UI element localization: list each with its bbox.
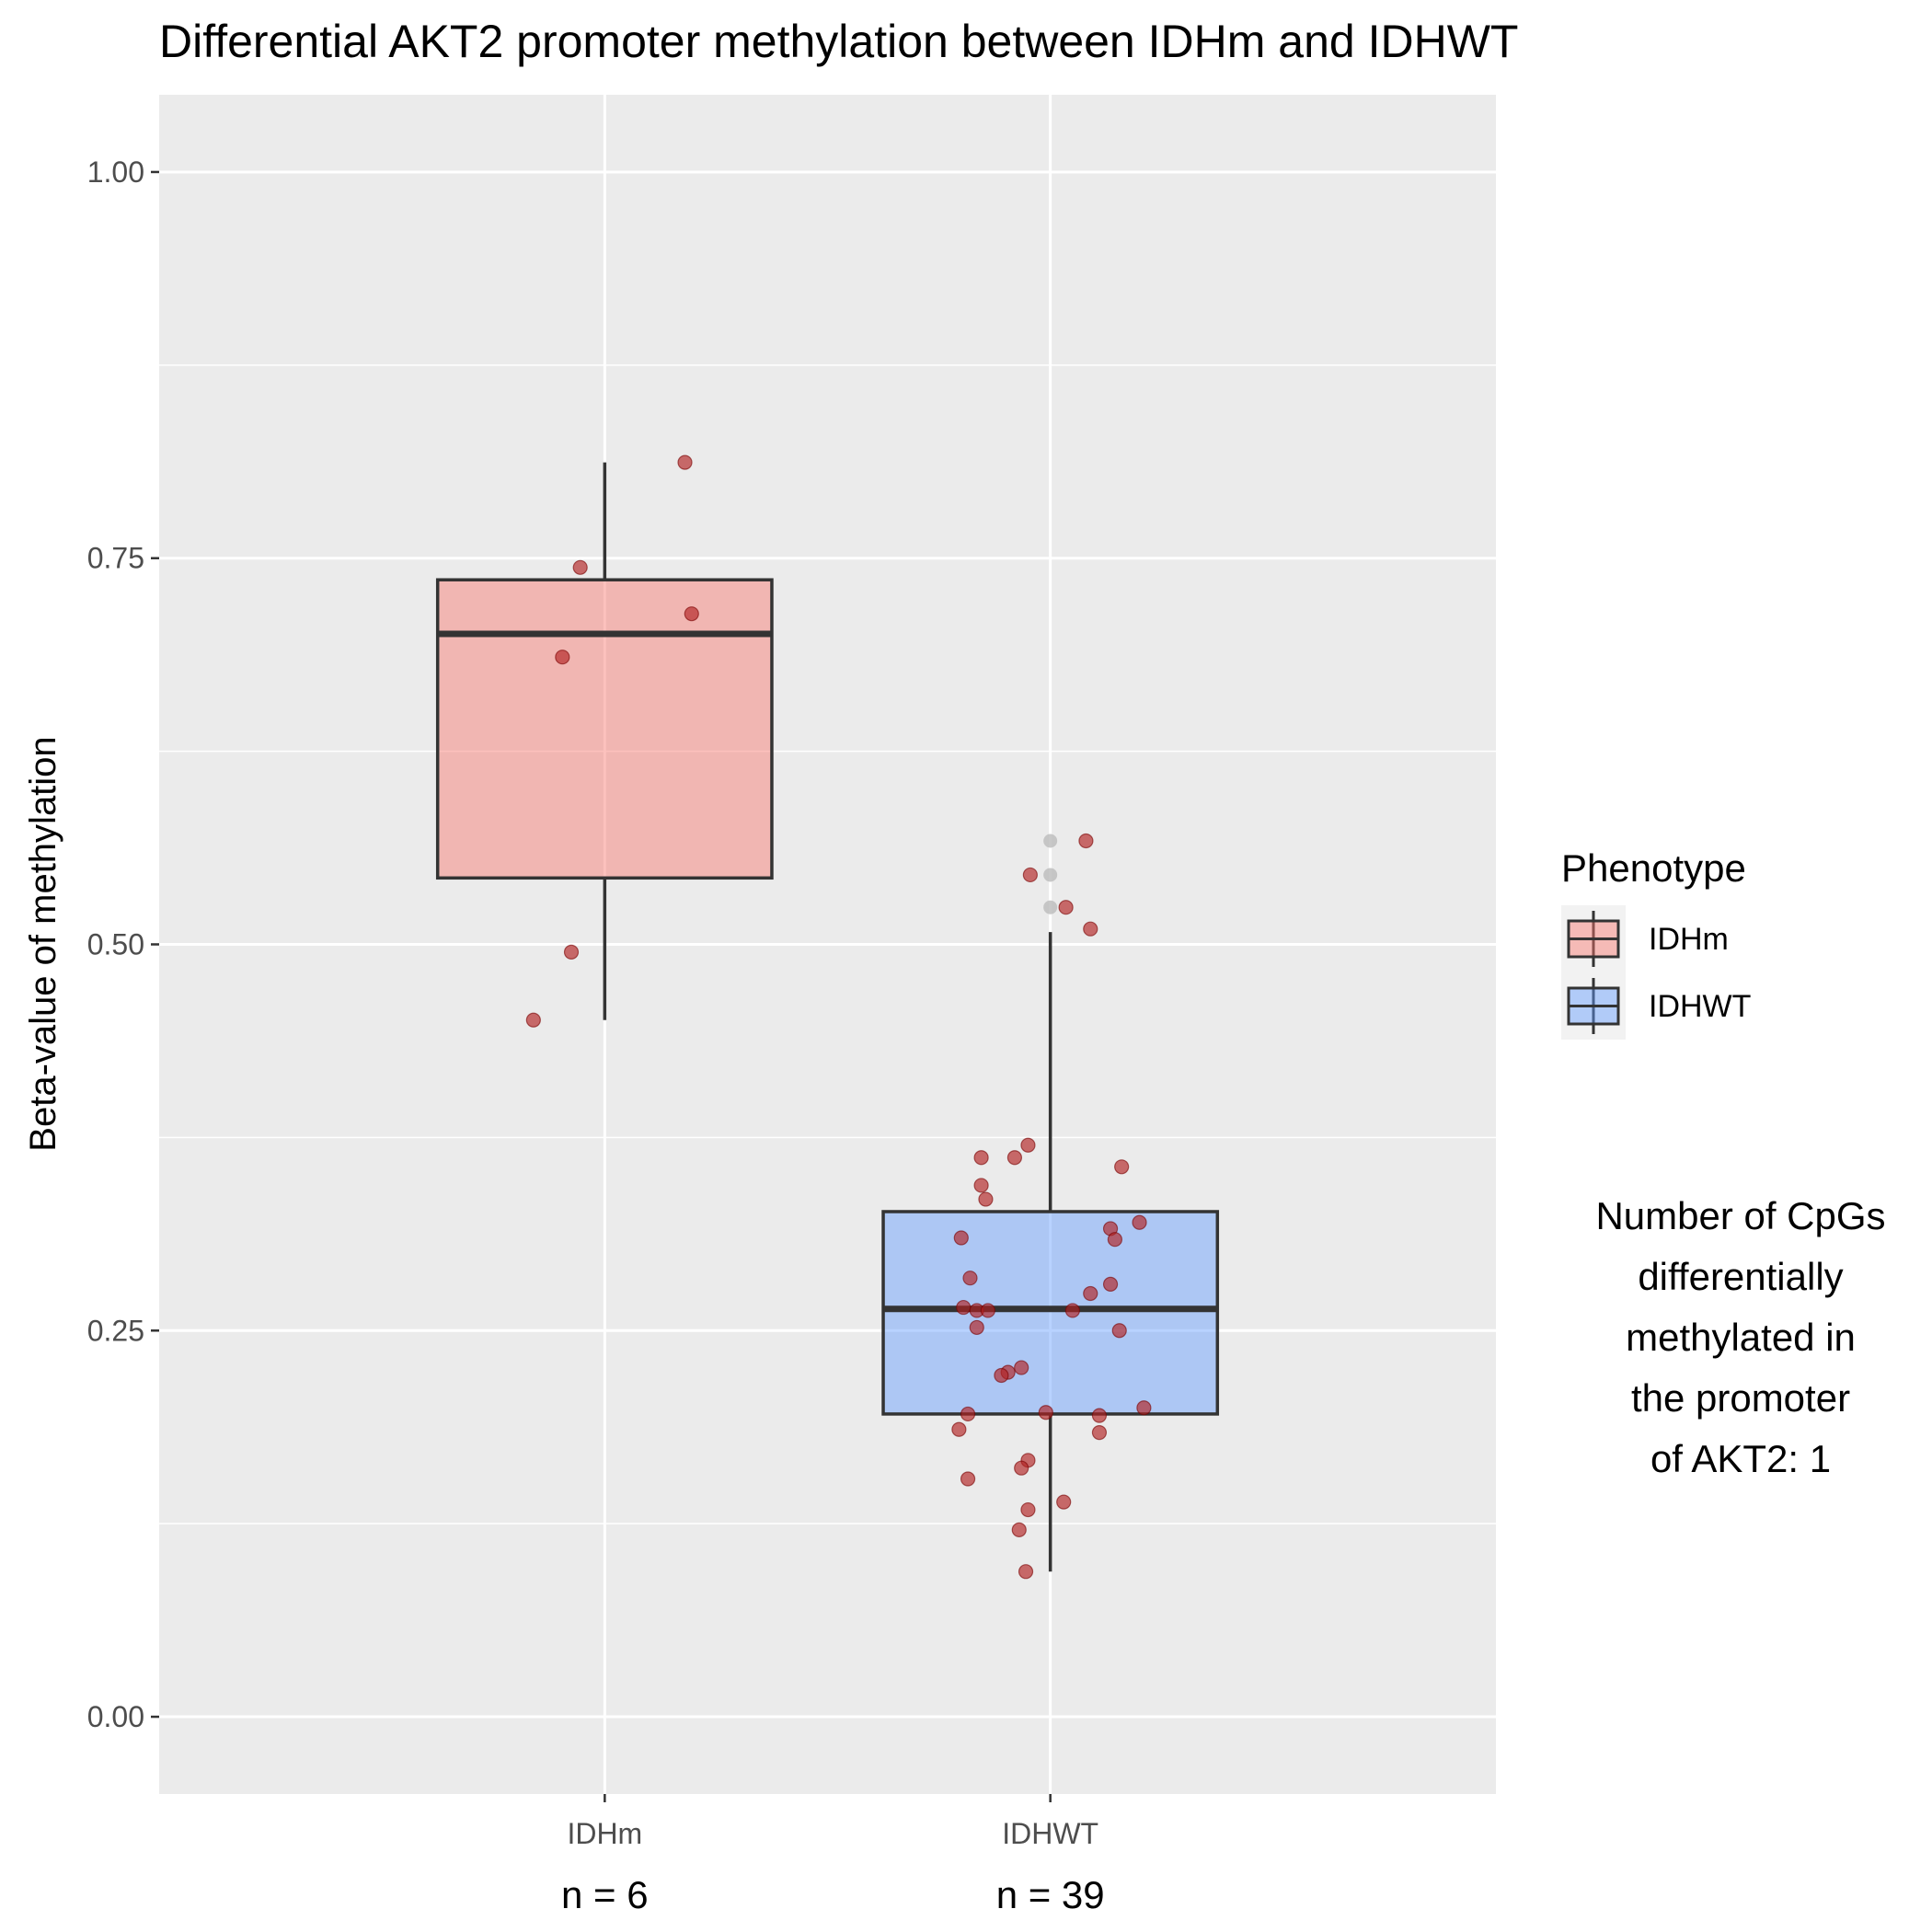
data-point bbox=[962, 1271, 978, 1286]
data-point bbox=[1078, 833, 1094, 849]
data-point bbox=[1038, 1405, 1053, 1420]
data-point bbox=[1056, 1494, 1072, 1510]
data-point bbox=[1091, 1408, 1108, 1423]
data-point bbox=[1107, 1232, 1122, 1248]
annotation-line: the promoter bbox=[1631, 1376, 1850, 1420]
y-tick-label: 0.00 bbox=[87, 1700, 144, 1733]
y-tick-label: 0.75 bbox=[87, 542, 144, 575]
data-point bbox=[953, 1230, 969, 1246]
data-point bbox=[1083, 1285, 1098, 1302]
group-count-label: n = 39 bbox=[996, 1873, 1105, 1916]
data-point bbox=[956, 1299, 972, 1316]
legend-title: Phenotype bbox=[1561, 846, 1746, 890]
legend-label: IDHm bbox=[1649, 922, 1729, 957]
data-point bbox=[1111, 1323, 1127, 1339]
group-count-label: n = 6 bbox=[561, 1873, 649, 1916]
data-point bbox=[525, 1012, 541, 1028]
data-point bbox=[1132, 1214, 1147, 1230]
data-point bbox=[1083, 921, 1098, 937]
outlier-point bbox=[1043, 900, 1058, 914]
data-point bbox=[960, 1471, 976, 1487]
y-axis-title: Beta-value of methylation bbox=[23, 736, 63, 1151]
data-point bbox=[978, 1191, 994, 1207]
data-point bbox=[1018, 1564, 1034, 1580]
box-idhwt bbox=[881, 932, 1220, 1572]
legend-item-idhm: IDHm bbox=[1567, 911, 1729, 967]
data-point bbox=[1014, 1360, 1029, 1375]
data-point bbox=[563, 944, 580, 960]
chart-title: Differential AKT2 promoter methylation b… bbox=[159, 16, 1518, 67]
outlier-points bbox=[1043, 834, 1058, 914]
x-axis: IDHm n = 6 IDHWT n = 39 bbox=[561, 1794, 1105, 1916]
annotation-line: methylated in bbox=[1626, 1316, 1856, 1359]
outlier-point bbox=[1043, 868, 1058, 882]
boxes bbox=[435, 462, 1220, 1572]
data-point bbox=[555, 650, 570, 665]
data-point bbox=[980, 1303, 995, 1318]
data-point bbox=[973, 1150, 989, 1166]
data-point bbox=[1006, 1150, 1023, 1166]
cpg-count-annotation: Number of CpGs differentially methylated i… bbox=[1595, 1194, 1885, 1480]
data-point bbox=[973, 1178, 989, 1193]
data-point bbox=[1014, 1460, 1029, 1476]
data-point bbox=[1136, 1400, 1152, 1416]
x-tick-label: IDHWT bbox=[1002, 1817, 1098, 1850]
box-body bbox=[435, 578, 774, 880]
data-point bbox=[1020, 1137, 1036, 1153]
data-point bbox=[1091, 1424, 1108, 1441]
jitter-points bbox=[525, 454, 1152, 1580]
data-point bbox=[684, 606, 699, 622]
data-point bbox=[969, 1319, 984, 1336]
box-body bbox=[881, 1210, 1220, 1416]
legend-label: IDHWT bbox=[1649, 989, 1751, 1024]
data-point bbox=[960, 1406, 976, 1422]
y-tick-label: 1.00 bbox=[87, 155, 144, 189]
annotation-line: of AKT2: 1 bbox=[1650, 1437, 1831, 1480]
box-idhm bbox=[435, 462, 774, 1020]
data-point bbox=[951, 1421, 967, 1437]
data-point bbox=[1102, 1276, 1119, 1293]
outlier-point bbox=[1043, 834, 1058, 848]
data-point bbox=[1011, 1522, 1027, 1537]
x-tick-label: IDHm bbox=[567, 1817, 642, 1850]
legend-item-idhwt: IDHWT bbox=[1567, 978, 1751, 1034]
data-point bbox=[994, 1367, 1009, 1384]
data-point bbox=[677, 454, 693, 470]
data-point bbox=[1022, 867, 1038, 883]
y-axis: 0.00 0.25 0.50 0.75 1.00 bbox=[87, 155, 159, 1733]
annotation-line: Number of CpGs bbox=[1595, 1194, 1885, 1237]
minor-gridlines bbox=[159, 364, 1496, 1524]
data-point bbox=[572, 559, 588, 575]
legend: Phenotype IDHm IDHWT bbox=[1561, 846, 1751, 1040]
y-tick-label: 0.50 bbox=[87, 928, 144, 961]
annotation-line: differentially bbox=[1638, 1255, 1843, 1298]
data-point bbox=[1114, 1159, 1130, 1175]
data-point bbox=[1020, 1501, 1036, 1518]
y-tick-label: 0.25 bbox=[87, 1314, 144, 1347]
data-point bbox=[1058, 900, 1074, 915]
data-point bbox=[1064, 1303, 1080, 1318]
